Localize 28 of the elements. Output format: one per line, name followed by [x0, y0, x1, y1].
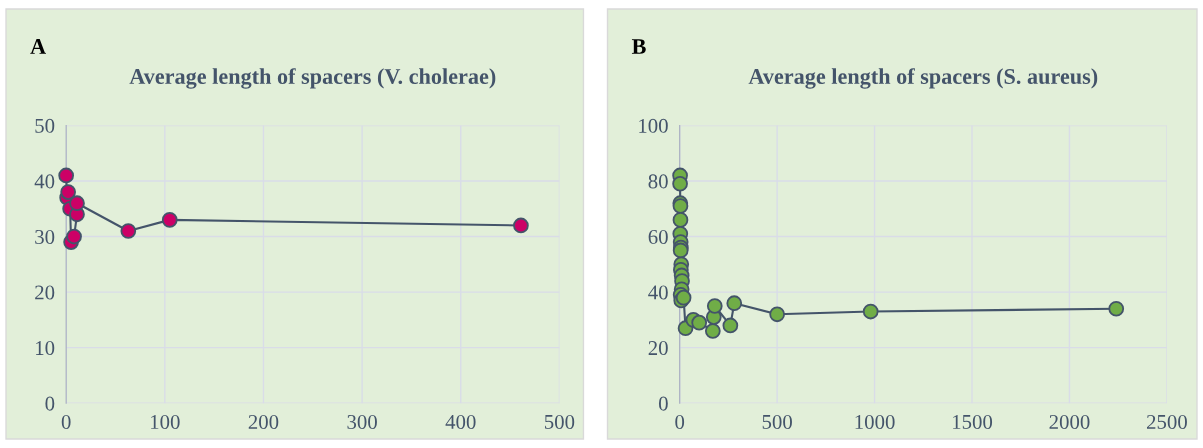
y-tick-label: 40 [648, 285, 668, 300]
x-tick-label: 300 [347, 414, 377, 429]
x-tick-label: 2000 [1049, 414, 1090, 429]
y-tick-label: 40 [34, 174, 55, 189]
chart-title: Average length of spacers (V. cholerae) [129, 68, 496, 89]
x-tick-label: 100 [151, 414, 180, 429]
y-tick-label: 0 [45, 396, 55, 411]
y-tick-label: 0 [658, 396, 668, 411]
y-tick-label: 80 [648, 174, 668, 189]
x-tick-label: 1500 [953, 414, 993, 429]
x-tick-label: 500 [544, 414, 575, 429]
y-tick-label: 20 [648, 341, 668, 356]
y-tick-label: 50 [35, 118, 55, 133]
x-tick-label: 200 [248, 414, 279, 429]
x-tick-label: 400 [445, 414, 476, 429]
x-tick-label: 500 [762, 414, 792, 429]
y-tick-label: 60 [648, 229, 668, 244]
x-tick-label: 2500 [1146, 414, 1187, 429]
y-tick-label: 30 [35, 229, 55, 244]
y-tick-label: 100 [639, 118, 668, 133]
text: A [30, 39, 46, 54]
y-tick-label: 10 [36, 341, 55, 356]
text: B [631, 39, 646, 54]
x-tick-label: 0 [61, 414, 71, 429]
y-tick-label: 20 [35, 285, 55, 300]
chart-title: Average length of spacers (S. aureus) [748, 68, 1098, 89]
x-tick-label: 1000 [855, 414, 895, 429]
x-tick-label: 0 [675, 414, 685, 429]
